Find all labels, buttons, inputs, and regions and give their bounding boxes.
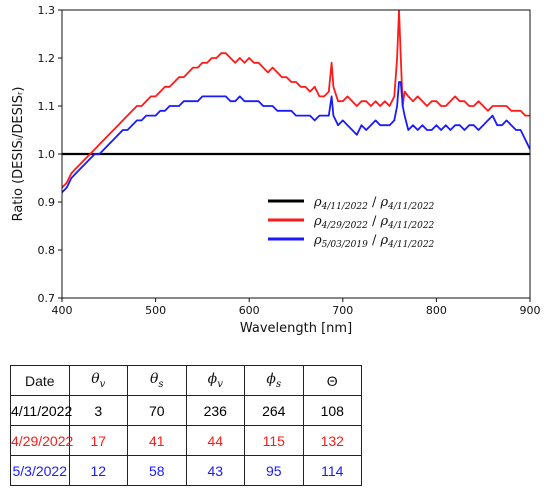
legend-symbol: ρ (379, 214, 388, 229)
legend-entry-2: ρ4/29/2022 / ρ4/11/2022 (313, 214, 435, 231)
table-row: 4/29/2022 17 41 44 115 132 (10, 425, 362, 456)
cell-phi-s: 264 (244, 395, 304, 426)
header-theta-s: θs (127, 365, 187, 396)
y-tick-label: 0.7 (38, 292, 56, 305)
legend-subscript: 4/11/2022 (387, 240, 434, 250)
angles-table: Date θv θs ϕv ϕs Θ 4/11/2022 3 70 236 26… (10, 365, 362, 486)
cell-big-theta: 114 (302, 455, 362, 486)
legend-subscript: 4/29/2022 (321, 221, 368, 231)
table-header-row: Date θv θs ϕv ϕs Θ (10, 365, 362, 396)
x-tick-label: 700 (332, 304, 353, 317)
cell-big-theta: 132 (302, 425, 362, 456)
legend-subscript: 4/11/2022 (387, 221, 434, 231)
y-axis-label: Ratio (DESISᵢ/DESISᵣ) (11, 87, 26, 222)
legend-symbol: ρ (379, 195, 388, 210)
legend-subscript: 5/03/2019 (322, 240, 368, 250)
cell-theta-v: 12 (68, 455, 128, 486)
y-tick-label: 0.9 (38, 196, 56, 209)
x-tick-label: 900 (520, 304, 541, 317)
legend-symbol: ρ (379, 233, 388, 248)
legend-symbol: ρ (313, 195, 322, 210)
legend-symbol: / (368, 214, 381, 229)
y-tick-label: 1.3 (38, 4, 56, 17)
cell-phi-v: 236 (185, 395, 245, 426)
cell-phi-s: 115 (244, 425, 304, 456)
cell-big-theta: 108 (302, 395, 362, 426)
legend-entry-3: ρ5/03/2019 / ρ4/11/2022 (313, 233, 435, 250)
legend-entry-1: ρ4/11/2022 / ρ4/11/2022 (313, 195, 435, 212)
observation-geometry-table: Date θv θs ϕv ϕs Θ 4/11/2022 3 70 236 26… (10, 365, 362, 486)
header-theta-s-sub: s (158, 378, 164, 390)
table-row: 5/3/2022 12 58 43 95 114 (10, 455, 362, 486)
legend-subscript: 4/11/2022 (321, 202, 368, 212)
ratio-line-chart: 400 500 600 700 800 900 0.7 0.8 0.9 1.0 1.1 1.2 1.3 W… (11, 4, 541, 336)
header-phi-s-sub: s (275, 378, 282, 390)
cell-theta-v: 17 (68, 425, 128, 456)
x-tick-label: 400 (52, 304, 73, 317)
axes-layer: 400 500 600 700 800 900 0.7 0.8 0.9 1.0 1.1 1.2 1.3 W… (11, 4, 541, 336)
cell-theta-s: 58 (127, 455, 187, 486)
header-phi-s: ϕs (244, 365, 304, 396)
series-line-2 (62, 10, 530, 189)
x-axis-label: Wavelength [nm] (240, 321, 352, 336)
header-big-theta: Θ (302, 365, 362, 396)
header-phi-v-sub: v (217, 378, 223, 390)
cell-phi-s: 95 (244, 455, 304, 486)
cell-phi-v: 44 (185, 425, 245, 456)
x-tick-label: 800 (426, 304, 447, 317)
legend-symbol: / (368, 195, 381, 210)
header-date: Date (10, 365, 70, 396)
legend-symbol: ρ (313, 233, 322, 248)
cell-date: 5/3/2022 (10, 455, 70, 486)
y-tick-label: 1.2 (38, 52, 56, 65)
header-phi-v: ϕv (185, 365, 245, 396)
header-theta-v: θv (68, 365, 128, 396)
y-tick-label: 1.0 (38, 148, 56, 161)
cell-phi-v: 43 (185, 455, 245, 486)
legend-subscript: 4/11/2022 (387, 202, 434, 212)
legend-symbol: / (368, 233, 381, 248)
x-tick-label: 600 (239, 304, 260, 317)
cell-theta-s: 41 (127, 425, 187, 456)
cell-theta-v: 3 (68, 395, 128, 426)
cell-date: 4/11/2022 (10, 395, 72, 426)
cell-date: 4/29/2022 (10, 425, 73, 456)
header-theta-v-sub: v (99, 378, 106, 390)
table-row: 4/11/2022 3 70 236 264 108 (10, 395, 362, 426)
cell-theta-s: 70 (127, 395, 187, 426)
table-body: 4/11/2022 3 70 236 264 108 4/29/2022 17 … (10, 395, 362, 486)
plot-layer (62, 10, 530, 194)
y-tick-label: 0.8 (38, 244, 56, 257)
x-tick-label: 500 (145, 304, 166, 317)
legend-symbol: ρ (313, 214, 322, 229)
series-line-3 (62, 81, 530, 194)
y-tick-label: 1.1 (38, 100, 56, 113)
